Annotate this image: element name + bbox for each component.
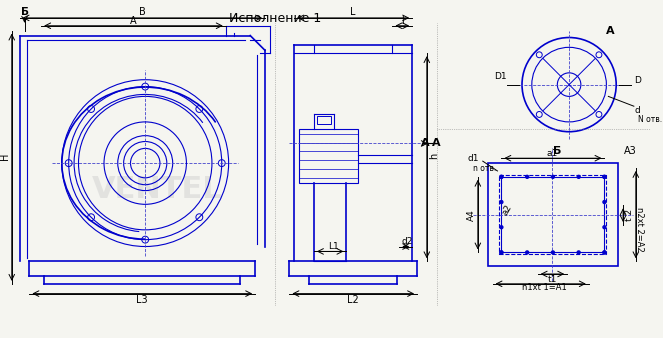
Circle shape [552, 175, 554, 178]
Text: N отв.: N отв. [638, 116, 662, 124]
Text: n отв.: n отв. [473, 164, 496, 172]
Text: L2: L2 [347, 294, 359, 305]
Circle shape [500, 251, 503, 254]
Text: L: L [351, 7, 356, 17]
Circle shape [500, 200, 503, 203]
Bar [488, 163, 618, 266]
Text: L3: L3 [137, 294, 148, 305]
Text: a2: a2 [501, 203, 514, 217]
Text: d: d [635, 106, 640, 115]
Text: D: D [634, 76, 641, 85]
Circle shape [603, 251, 606, 254]
Circle shape [500, 175, 503, 178]
Text: l: l [401, 16, 404, 26]
Circle shape [500, 226, 503, 229]
Text: n1xt 1=A1: n1xt 1=A1 [522, 283, 567, 292]
Circle shape [577, 175, 580, 178]
Bar [501, 177, 605, 252]
Circle shape [603, 226, 606, 229]
Circle shape [500, 175, 503, 178]
Text: A: A [420, 139, 429, 148]
Text: a1: a1 [547, 149, 558, 158]
Text: A3: A3 [624, 146, 636, 156]
Circle shape [603, 175, 606, 178]
Text: A4: A4 [467, 209, 475, 221]
Text: t1: t1 [548, 275, 557, 284]
Circle shape [526, 251, 528, 254]
Text: VENTEL: VENTEL [91, 175, 222, 204]
Circle shape [603, 175, 606, 178]
Text: L1: L1 [328, 242, 339, 251]
Circle shape [500, 251, 503, 254]
Text: Б: Б [553, 146, 562, 156]
Circle shape [577, 251, 580, 254]
Circle shape [552, 251, 554, 254]
Text: A: A [130, 16, 137, 26]
Circle shape [526, 175, 528, 178]
Text: B: B [139, 7, 146, 17]
Bar [499, 175, 607, 255]
Text: D1: D1 [494, 72, 507, 81]
Text: A: A [432, 139, 441, 148]
Text: d2: d2 [402, 237, 413, 246]
Text: Исполнение 1: Исполнение 1 [229, 13, 321, 25]
Text: Б: Б [21, 7, 29, 17]
Circle shape [603, 251, 606, 254]
Text: d1: d1 [467, 154, 479, 163]
Bar [299, 129, 358, 183]
Text: А: А [606, 26, 615, 35]
Text: h: h [429, 153, 439, 160]
Bar [317, 116, 331, 124]
Circle shape [603, 200, 606, 203]
Text: n2xt 2=A2: n2xt 2=A2 [635, 208, 644, 252]
Text: H: H [0, 152, 10, 160]
Text: t 2: t 2 [625, 209, 634, 221]
